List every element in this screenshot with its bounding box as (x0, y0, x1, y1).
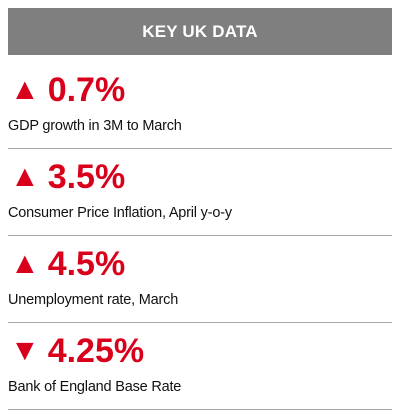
up-arrow-icon: ▲ (10, 247, 40, 280)
stat-base-rate: ▼ 4.25% Bank of England Base Rate (8, 323, 392, 410)
panel-title: KEY UK DATA (8, 8, 392, 55)
down-arrow-icon: ▼ (10, 334, 40, 367)
stat-value: 4.25% (47, 332, 145, 370)
stat-value: 3.5% (47, 158, 126, 196)
stat-value-row: ▼ 4.25% (10, 331, 144, 371)
stat-label: Consumer Price Inflation, April y-o-y (8, 205, 232, 221)
stat-consumer-price-inflation: ▲ 3.5% Consumer Price Inflation, April y… (8, 149, 392, 236)
stat-label: Bank of England Base Rate (8, 379, 182, 395)
stat-label: Unemployment rate, March (8, 292, 179, 308)
stat-unemployment-rate: ▲ 4.5% Unemployment rate, March (8, 236, 392, 323)
stat-value-row: ▲ 0.7% (10, 70, 125, 110)
stat-value-row: ▲ 3.5% (10, 157, 125, 197)
stat-label: GDP growth in 3M to March (8, 118, 182, 134)
up-arrow-icon: ▲ (10, 73, 40, 106)
stat-value: 4.5% (47, 245, 126, 283)
stat-gdp-growth: ▲ 0.7% GDP growth in 3M to March (8, 62, 392, 149)
stat-value: 0.7% (47, 71, 126, 109)
stat-value-row: ▲ 4.5% (10, 244, 125, 284)
up-arrow-icon: ▲ (10, 160, 40, 193)
